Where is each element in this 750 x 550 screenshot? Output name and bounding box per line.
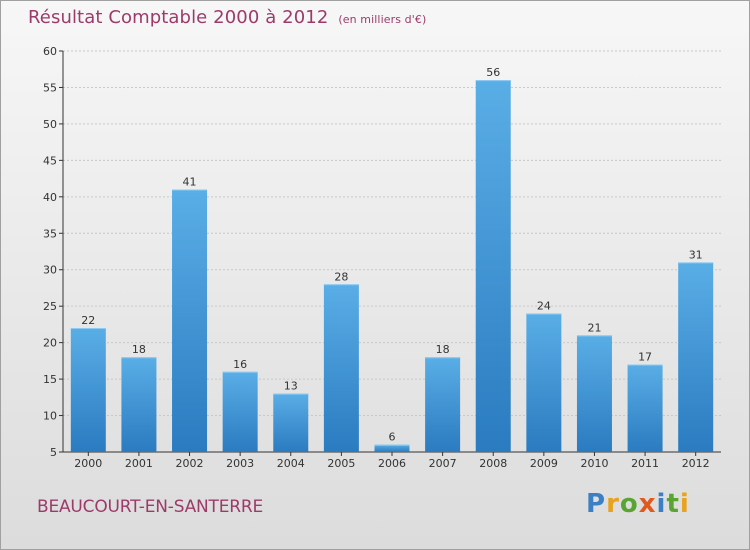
y-tick-label: 55 <box>43 81 57 94</box>
y-tick-label: 20 <box>43 337 57 350</box>
bar-2011 <box>627 364 663 452</box>
x-tick-label: 2008 <box>479 457 507 470</box>
bar-2001 <box>121 357 157 452</box>
bar-2004 <box>273 393 309 452</box>
value-label-2007: 18 <box>436 343 450 356</box>
grid-lines <box>63 50 721 417</box>
y-tick-label: 50 <box>43 118 57 131</box>
x-tick-label: 2006 <box>378 457 406 470</box>
chart-title-text: Résultat Comptable 2000 à 2012 <box>28 7 329 28</box>
y-tick-label: 25 <box>43 300 57 313</box>
bar-2012 <box>678 262 714 452</box>
y-tick-label: 30 <box>43 264 57 277</box>
value-label-2009: 24 <box>537 299 551 312</box>
y-tick-label: 45 <box>43 154 57 167</box>
commune-name: BEAUCOURT-EN-SANTERRE <box>37 497 264 517</box>
proxiti-logo: Proxiti <box>586 489 690 519</box>
value-label-2005: 28 <box>334 270 348 283</box>
x-tick-label: 2005 <box>327 457 355 470</box>
value-label-2012: 31 <box>689 248 703 261</box>
value-label-2002: 41 <box>183 176 197 189</box>
value-label-2008: 56 <box>486 66 500 79</box>
value-label-2011: 17 <box>638 351 652 364</box>
bar-2002 <box>172 189 208 452</box>
x-tick-label: 2000 <box>74 457 102 470</box>
value-label-2000: 22 <box>81 314 95 327</box>
x-tick-label: 2012 <box>682 457 710 470</box>
x-tick-label: 2002 <box>176 457 204 470</box>
y-tick-label: 40 <box>43 191 57 204</box>
labels: 5 10 15 20 25 30 35 40 45 50 55 60 22 2000 18 2001 41 200… <box>43 45 710 470</box>
x-tick-label: 2011 <box>631 457 659 470</box>
bar-2010 <box>576 335 612 452</box>
y-tick-label: 10 <box>43 410 57 423</box>
value-label-2006: 6 <box>389 431 396 444</box>
axes <box>59 50 721 456</box>
value-label-2004: 13 <box>284 380 298 393</box>
chart-title: Résultat Comptable 2000 à 2012 (en millie… <box>28 7 426 28</box>
bar-2000 <box>70 328 106 452</box>
bars <box>70 80 714 452</box>
value-label-2001: 18 <box>132 343 146 356</box>
y-tick-label: 5 <box>50 446 57 459</box>
x-tick-label: 2003 <box>226 457 254 470</box>
chart-subtitle: (en milliers d'€) <box>338 13 427 26</box>
bar-2007 <box>425 357 461 452</box>
x-tick-label: 2009 <box>530 457 558 470</box>
value-label-2003: 16 <box>233 358 247 371</box>
x-tick-label: 2004 <box>277 457 305 470</box>
bar-2006 <box>374 444 410 452</box>
bar-2003 <box>222 371 258 452</box>
bar-2005 <box>323 284 359 452</box>
y-tick-label: 35 <box>43 227 57 240</box>
x-tick-label: 2001 <box>125 457 153 470</box>
bar-2008 <box>475 80 511 452</box>
bar-2009 <box>526 313 562 452</box>
x-tick-label: 2007 <box>429 457 457 470</box>
y-tick-label: 15 <box>43 373 57 386</box>
value-label-2010: 21 <box>587 321 601 334</box>
y-tick-label: 60 <box>43 45 57 58</box>
x-tick-label: 2010 <box>580 457 608 470</box>
